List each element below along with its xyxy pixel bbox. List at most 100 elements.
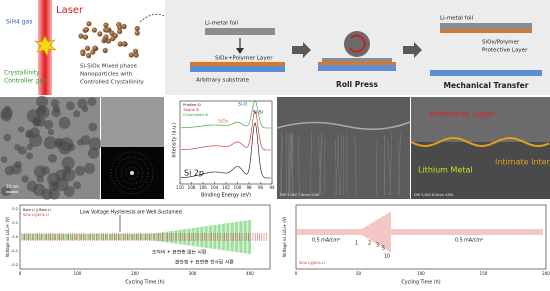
x-tick-label: 200 xyxy=(542,271,550,276)
peak-label: Si-O xyxy=(238,102,248,108)
sem-label: Protective Layer xyxy=(430,110,496,119)
foil-label: Li-metal foil xyxy=(205,21,238,27)
x-axis-label: Cycling Time (h) xyxy=(401,280,440,286)
particle xyxy=(122,41,127,46)
x-tick-label: 106 xyxy=(199,185,207,190)
particle xyxy=(86,21,91,26)
particle xyxy=(92,45,97,50)
x-tick-label: 50 xyxy=(356,271,362,276)
tem-particle xyxy=(67,143,75,151)
x-tick-label: 100 xyxy=(417,271,425,276)
rate-label: 10 xyxy=(384,254,390,260)
x-tick-label: 94 xyxy=(269,185,275,190)
tem-particle xyxy=(88,97,97,106)
particle xyxy=(97,31,102,36)
legend-entry: SiOx Li||SiOx Li xyxy=(299,261,325,265)
y-tick-label: 0.2 xyxy=(12,207,18,211)
sem-label: Lithium Metal xyxy=(418,166,473,175)
rate-label: 0.5 mA/cm² xyxy=(455,238,483,244)
x-tick-label: 104 xyxy=(211,185,219,190)
laser-label: Laser xyxy=(56,5,84,16)
particle xyxy=(83,35,88,40)
tem-particle xyxy=(33,184,45,196)
x-tick-label: 108 xyxy=(188,185,196,190)
legend-entry: Bare Li || Bare Li xyxy=(23,208,51,212)
step-title: Mechanical Transfer xyxy=(444,81,529,90)
voltage-traces: 0 50 100 150 200 xyxy=(295,212,550,276)
x-tick-label: 150 xyxy=(480,271,488,276)
x-tick-label: 300 xyxy=(189,271,197,276)
y-tick-label: -0.2 xyxy=(11,263,18,267)
tem-particle xyxy=(66,101,75,110)
controller-label: Crystallinity xyxy=(4,70,40,77)
annotation: 불안정 + 표면층 전사된 시편 xyxy=(175,259,234,266)
region-label: Si 2p xyxy=(184,169,204,178)
peak-label: Si-Si xyxy=(253,110,263,116)
tem-particle xyxy=(1,156,8,163)
tem-particle xyxy=(29,127,39,137)
particle-label: Nanoparticles with xyxy=(80,72,133,78)
particle xyxy=(103,34,108,39)
rate-label: 0.5 mA/cm² xyxy=(312,238,340,244)
tem-particle xyxy=(21,175,28,182)
tem-particle xyxy=(1,107,13,119)
sem-info: DHI 5.0kV 7.8mm x20k xyxy=(280,193,319,197)
controller-label: Controller gas xyxy=(4,78,46,85)
substrate xyxy=(318,65,396,71)
particle xyxy=(84,27,89,32)
substrate xyxy=(430,70,542,76)
particle xyxy=(105,27,110,32)
x-tick-label: 200 xyxy=(131,271,139,276)
x-tick-label: 102 xyxy=(222,185,230,190)
step-title: Roll Press xyxy=(336,80,378,89)
annotation: Low Voltage Hysteresis are Well-Sustaine… xyxy=(80,210,182,216)
x-tick-label: 100 xyxy=(74,271,82,276)
x-tick-label: 400 xyxy=(246,271,254,276)
particle xyxy=(78,33,83,38)
y-tick-label: 0.1 xyxy=(12,221,18,225)
particle-label: Si-SiOx Mixed phase xyxy=(80,64,137,70)
legend-entry: Trilane Si xyxy=(182,108,199,112)
tem-particle xyxy=(77,139,84,146)
sem-label: Intimate Interface xyxy=(495,158,550,167)
tem-particle xyxy=(48,129,54,135)
tem-particle xyxy=(88,123,97,132)
sem-info: DHI 5.0kV 8.0mm x20k xyxy=(414,193,453,197)
x-tick-label: 0 xyxy=(295,271,298,276)
x-tick-label: 100 xyxy=(234,185,242,190)
y-tick-label: 0.0 xyxy=(12,235,18,239)
li-foil xyxy=(205,28,275,35)
particle xyxy=(85,46,90,51)
tem-particle xyxy=(11,164,22,175)
y-axis-label: Voltage vs Li/Li+ (V) xyxy=(5,216,10,257)
tem-particle xyxy=(52,108,61,117)
layer-label: Protective Layer xyxy=(482,48,528,54)
coating-layer xyxy=(318,62,396,65)
coating-layer xyxy=(190,62,285,66)
particle-label: Controlled Crystallinity xyxy=(80,80,145,86)
tem-particle xyxy=(37,175,44,182)
layer-label: SiOx+Polymer Layer xyxy=(215,56,273,62)
tem-particle xyxy=(88,148,99,159)
tem-particle xyxy=(55,169,67,181)
tem-particle xyxy=(84,163,95,174)
legend-entry: SiOx Li||SiOx Li xyxy=(23,213,49,217)
particle xyxy=(121,24,126,29)
particle xyxy=(86,53,91,58)
x-axis-label: Binding Energy (eV) xyxy=(201,193,251,199)
protective-layer-region xyxy=(411,97,550,142)
tem-particle xyxy=(44,136,57,149)
diffraction-center xyxy=(130,171,134,175)
tem-particle xyxy=(18,126,24,132)
plot-frame xyxy=(296,205,546,269)
particle xyxy=(92,27,97,32)
x-tick-label: 0 xyxy=(19,271,22,276)
foil-label: Li-metal foil xyxy=(440,16,473,22)
y-axis-label: Intensity (a.u.) xyxy=(172,122,178,157)
coating-layer xyxy=(440,30,532,33)
substrate-label: Arbitrary substrate xyxy=(196,78,250,84)
particle xyxy=(113,33,118,38)
particle xyxy=(80,51,85,56)
